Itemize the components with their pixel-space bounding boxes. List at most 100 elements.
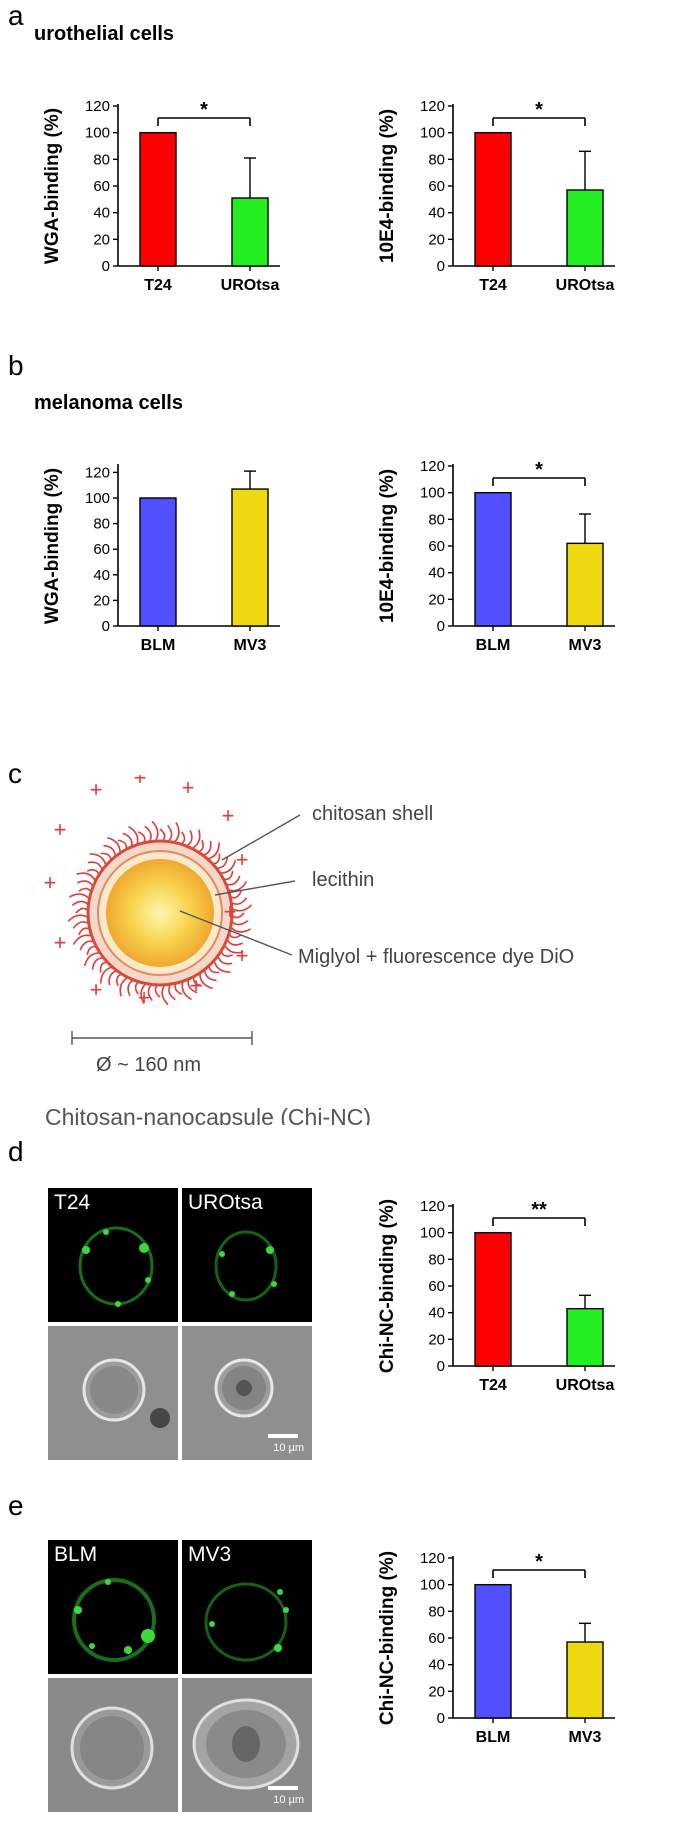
- y-axis-label: Chi-NC-binding (%): [377, 1551, 398, 1725]
- micrograph-t24-fluorescence: T24: [48, 1188, 178, 1322]
- micrograph-mv3-fluorescence: MV3: [182, 1540, 312, 1674]
- leader-line-lecithin: [214, 880, 296, 896]
- y-tick-label: 100: [85, 490, 110, 507]
- micrograph-label: UROtsa: [188, 1191, 263, 1214]
- y-tick-label: 0: [437, 618, 445, 635]
- scale-bar-label: 10 µm: [273, 1794, 304, 1806]
- y-tick-label: 0: [102, 618, 110, 635]
- positive-charge: +: [236, 847, 249, 872]
- panel-title-b: melanoma cells: [34, 392, 183, 414]
- positive-charge: +: [44, 870, 57, 895]
- x-tick-label: T24: [144, 277, 172, 294]
- y-tick-label: 100: [420, 125, 445, 142]
- y-tick-label: 120: [85, 464, 110, 481]
- y-tick-label: 80: [93, 516, 110, 533]
- micrograph-urotsa-fluorescence: UROtsa: [182, 1188, 312, 1322]
- micrograph-blm-fluorescence: BLM: [48, 1540, 178, 1674]
- positive-charge: +: [182, 775, 195, 800]
- x-tick-label: MV3: [569, 1729, 602, 1746]
- y-tick-label: 80: [93, 151, 110, 168]
- bar: [231, 197, 269, 267]
- x-tick-label: MV3: [234, 637, 267, 654]
- y-tick-label: 60: [428, 1630, 445, 1647]
- cell-brightfield-icon: [82, 1358, 170, 1428]
- significance-label: *: [535, 1551, 543, 1573]
- bar: [566, 1641, 604, 1719]
- micrograph-label: BLM: [54, 1543, 98, 1566]
- miglyol-core: [106, 859, 214, 967]
- bar: [474, 1583, 512, 1719]
- y-tick-label: 100: [420, 1225, 445, 1242]
- bar: [474, 131, 512, 267]
- positive-charge: +: [236, 943, 249, 968]
- y-tick-label: 20: [428, 591, 445, 608]
- cell-brightfield-icon: [214, 1358, 274, 1418]
- x-tick-label: UROtsa: [556, 277, 615, 294]
- y-tick-label: 0: [102, 258, 110, 275]
- positive-charge: +: [90, 777, 103, 802]
- x-tick-label: UROtsa: [556, 1377, 615, 1394]
- x-tick-label: UROtsa: [221, 277, 280, 294]
- bar: [566, 542, 604, 627]
- y-tick-label: 40: [93, 567, 110, 584]
- bar: [139, 497, 177, 627]
- label-chitosan-shell: chitosan shell: [312, 803, 433, 825]
- micrograph-t24-brightfield: [48, 1326, 178, 1460]
- y-tick-label: 20: [93, 592, 110, 609]
- cell-brightfield-icon: [192, 1698, 300, 1790]
- leader-line-core: [179, 910, 293, 956]
- y-tick-label: 120: [420, 1198, 445, 1215]
- scale-bar-label: 10 µm: [273, 1442, 304, 1454]
- y-tick-label: 80: [428, 1603, 445, 1620]
- cell-brightfield-icon: [70, 1706, 154, 1790]
- positive-charge: +: [54, 817, 67, 842]
- bar: [231, 488, 269, 627]
- y-tick-label: 20: [428, 1683, 445, 1700]
- y-tick-label: 0: [437, 258, 445, 275]
- panel-letter-a: a: [8, 0, 24, 31]
- micrograph-label: T24: [54, 1191, 91, 1214]
- bar: [566, 189, 604, 267]
- bar: [566, 1307, 604, 1367]
- chart-d-chi-nc: Chi-NC-binding (%) 0 20 40 60 80 100 120 T24 UROt…: [377, 1198, 615, 1394]
- x-tick-label: BLM: [141, 637, 176, 654]
- y-tick-label: 120: [420, 1550, 445, 1567]
- y-tick-label: 80: [428, 151, 445, 168]
- y-axis-label: Chi-NC-binding (%): [377, 1199, 398, 1373]
- y-tick-label: 120: [85, 98, 110, 115]
- panel-letter-b: b: [8, 350, 24, 381]
- y-tick-label: 60: [428, 1278, 445, 1295]
- y-tick-label: 80: [428, 511, 445, 528]
- positive-charges: + + +++++++++ + +: [44, 775, 249, 1010]
- micrograph-mv3-brightfield: 10 µm: [182, 1678, 312, 1812]
- micrograph-label: MV3: [188, 1543, 232, 1566]
- y-tick-label: 60: [93, 178, 110, 195]
- significance-label: *: [200, 99, 208, 121]
- micrograph-blm-brightfield: [48, 1678, 178, 1812]
- y-tick-label: 40: [428, 1305, 445, 1322]
- y-tick-label: 40: [428, 205, 445, 222]
- scale-bar: [268, 1434, 298, 1438]
- label-miglyol: Miglyol + fluorescence dye DiO: [298, 946, 574, 968]
- significance-label: **: [531, 1199, 547, 1221]
- chart-a-10e4: 10E4-binding (%) 0 20 40 60 80 100 120 T24 UROtsa…: [377, 98, 615, 294]
- micrograph-urotsa-brightfield: 10 µm: [182, 1326, 312, 1460]
- significance-label: *: [535, 99, 543, 121]
- x-tick-label: T24: [479, 277, 507, 294]
- chart-b-wga: WGA-binding (%) 0 20 40 60 80 100 120 BLM MV3: [42, 464, 280, 654]
- y-tick-label: 20: [93, 231, 110, 248]
- y-axis-label: WGA-binding (%): [42, 468, 63, 624]
- size-label: Ø ~ 160 nm: [96, 1054, 201, 1076]
- positive-charge: +: [222, 803, 235, 828]
- chart-e-chi-nc: Chi-NC-binding (%) 0 20 40 60 80 100 120 BLM MV3 *: [377, 1550, 615, 1746]
- positive-charge: +: [134, 775, 147, 790]
- label-lecithin: lecithin: [312, 869, 374, 891]
- positive-charge: +: [54, 930, 67, 955]
- y-tick-label: 40: [93, 205, 110, 222]
- chart-b-10e4: 10E4-binding (%) 0 20 40 60 80 100 120 BLM MV3 *: [377, 458, 615, 654]
- y-tick-label: 20: [428, 231, 445, 248]
- positive-charge: +: [190, 973, 203, 998]
- x-tick-label: BLM: [476, 637, 511, 654]
- y-tick-label: 60: [428, 538, 445, 555]
- panel-title-a: urothelial cells: [34, 23, 175, 45]
